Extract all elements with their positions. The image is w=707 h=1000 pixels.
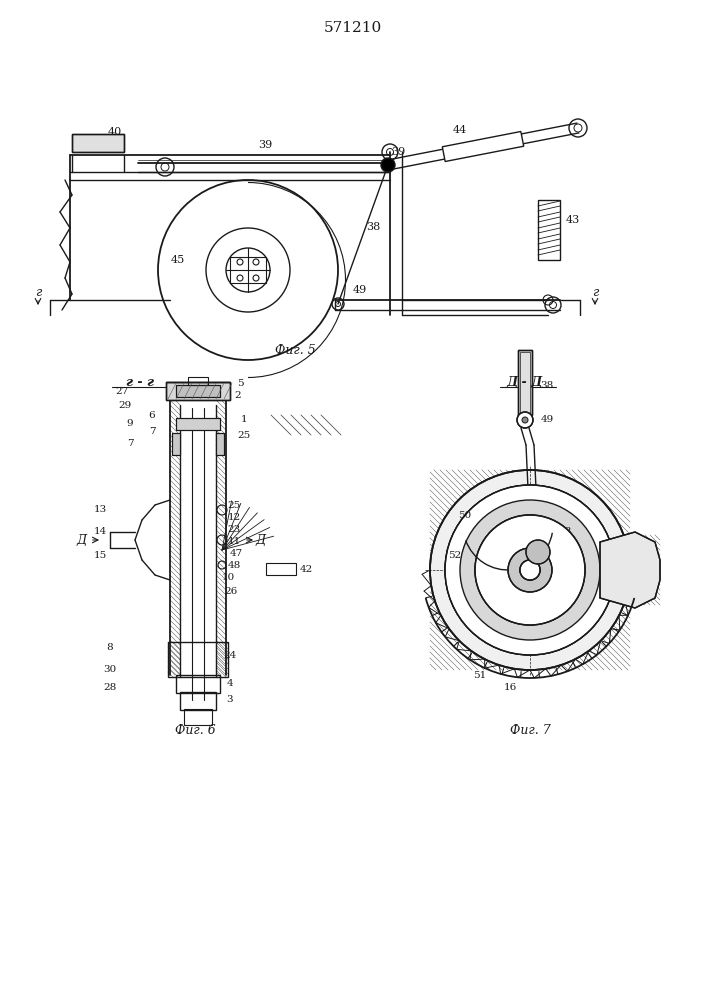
Text: 16: 16 bbox=[503, 684, 517, 692]
Text: 15: 15 bbox=[93, 550, 107, 560]
Bar bbox=[172, 433, 180, 455]
Bar bbox=[176, 418, 220, 430]
Bar bbox=[520, 352, 530, 413]
Text: 4: 4 bbox=[227, 678, 233, 688]
Circle shape bbox=[522, 417, 528, 423]
Circle shape bbox=[430, 470, 630, 670]
Bar bbox=[518, 350, 532, 415]
Text: 13: 13 bbox=[93, 506, 107, 514]
Text: 2: 2 bbox=[235, 390, 241, 399]
Polygon shape bbox=[443, 131, 524, 162]
Text: 3: 3 bbox=[227, 694, 233, 704]
Text: Фиг. 5: Фиг. 5 bbox=[274, 344, 315, 357]
Bar bbox=[72, 134, 124, 152]
Text: Д - Д: Д - Д bbox=[507, 375, 543, 388]
Text: г - г: г - г bbox=[126, 375, 154, 388]
Text: 49: 49 bbox=[353, 285, 367, 295]
Text: 48: 48 bbox=[559, 528, 572, 536]
Text: Д: Д bbox=[77, 534, 87, 546]
Bar bbox=[176, 385, 220, 397]
Text: 45: 45 bbox=[171, 255, 185, 265]
Circle shape bbox=[445, 485, 615, 655]
Bar bbox=[538, 200, 560, 260]
Text: 42: 42 bbox=[299, 566, 312, 574]
Text: 50: 50 bbox=[458, 510, 472, 520]
Text: 52: 52 bbox=[448, 550, 462, 560]
Bar bbox=[176, 675, 220, 693]
Circle shape bbox=[526, 540, 550, 564]
Bar bbox=[166, 382, 230, 400]
Text: 6: 6 bbox=[148, 410, 156, 420]
Text: 14: 14 bbox=[93, 528, 107, 536]
Text: 38: 38 bbox=[540, 380, 554, 389]
Text: 5: 5 bbox=[237, 379, 243, 388]
Text: 25: 25 bbox=[228, 500, 240, 510]
Text: 51: 51 bbox=[474, 670, 486, 680]
Polygon shape bbox=[600, 532, 660, 608]
Text: 8: 8 bbox=[107, 643, 113, 652]
Text: 25: 25 bbox=[238, 430, 250, 440]
Text: 1: 1 bbox=[240, 416, 247, 424]
Text: г: г bbox=[592, 286, 598, 298]
Bar bbox=[176, 385, 220, 397]
Text: 9: 9 bbox=[127, 420, 134, 428]
Circle shape bbox=[517, 412, 533, 428]
Text: 10: 10 bbox=[221, 574, 235, 582]
Bar bbox=[176, 418, 220, 430]
Text: 11: 11 bbox=[228, 538, 240, 546]
Text: 571210: 571210 bbox=[324, 21, 382, 35]
Text: 27: 27 bbox=[115, 386, 129, 395]
Text: Фиг. 6: Фиг. 6 bbox=[175, 724, 216, 736]
Text: 24: 24 bbox=[223, 650, 237, 660]
Circle shape bbox=[520, 560, 540, 580]
Text: 12: 12 bbox=[228, 514, 240, 522]
Bar bbox=[230, 257, 266, 283]
Text: 39: 39 bbox=[391, 147, 405, 157]
Text: 29: 29 bbox=[118, 401, 132, 410]
Bar bbox=[168, 642, 228, 677]
Wedge shape bbox=[460, 500, 600, 640]
Text: 23: 23 bbox=[228, 526, 240, 534]
Bar bbox=[216, 433, 224, 455]
Text: 39: 39 bbox=[258, 140, 272, 150]
Circle shape bbox=[381, 158, 395, 172]
Text: Д: Д bbox=[256, 534, 266, 546]
Text: 44: 44 bbox=[453, 125, 467, 135]
Bar bbox=[72, 134, 124, 152]
Text: 30: 30 bbox=[103, 666, 117, 674]
Text: 40: 40 bbox=[108, 127, 122, 137]
Bar bbox=[518, 350, 532, 415]
Text: 48: 48 bbox=[228, 562, 240, 570]
Circle shape bbox=[508, 548, 552, 592]
Bar bbox=[180, 692, 216, 710]
Text: 7: 7 bbox=[148, 428, 156, 436]
Bar bbox=[166, 382, 230, 400]
Text: Фиг. 7: Фиг. 7 bbox=[510, 724, 550, 736]
Bar bbox=[184, 709, 212, 725]
Text: 38: 38 bbox=[366, 222, 380, 232]
Bar bbox=[172, 433, 180, 455]
Bar bbox=[188, 377, 208, 385]
Circle shape bbox=[520, 560, 540, 580]
Bar bbox=[216, 433, 224, 455]
Text: 47: 47 bbox=[229, 550, 243, 558]
Circle shape bbox=[475, 515, 585, 625]
Text: 28: 28 bbox=[103, 682, 117, 692]
Text: 49: 49 bbox=[540, 416, 554, 424]
Text: 43: 43 bbox=[566, 215, 580, 225]
Text: г: г bbox=[35, 286, 41, 298]
Text: 7: 7 bbox=[127, 440, 134, 448]
Text: 26: 26 bbox=[224, 587, 238, 596]
Bar bbox=[266, 563, 296, 575]
